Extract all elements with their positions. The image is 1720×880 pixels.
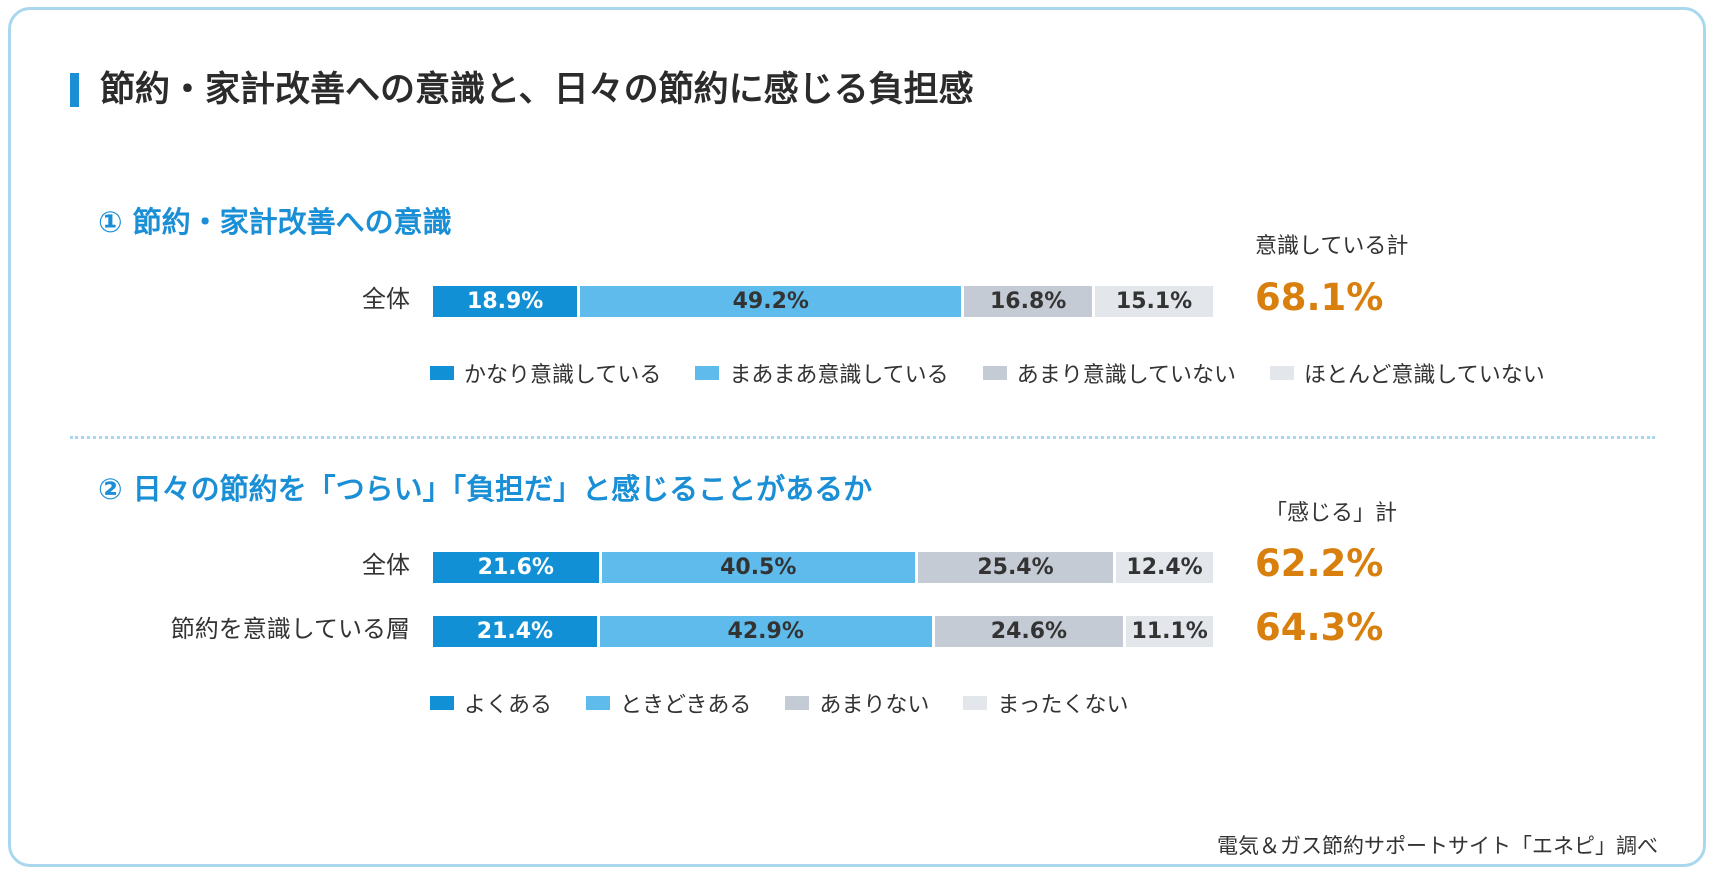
chart1-total-label: 意識している計 (1255, 234, 1409, 259)
legend-label: ほとんど意識していない (1304, 363, 1545, 388)
section-divider (70, 436, 1655, 439)
bar-segment: 24.6% (934, 616, 1127, 647)
bar-segment: 21.6% (433, 552, 602, 583)
legend-swatch (785, 696, 810, 710)
legend-label: かなり意識している (464, 363, 662, 388)
legend-item: ときどきある (586, 687, 751, 719)
legend-label: あまりない (819, 693, 930, 718)
chart2-bar-overall: 21.6% 40.5% 25.4% 12.4% (433, 552, 1213, 583)
chart2-total-value-conscious: 64.3% (1255, 606, 1384, 649)
legend-swatch (586, 696, 611, 710)
bar-segment: 40.5% (601, 552, 918, 583)
chart1-legend: かなり意識している まあまあ意識している あまり意識していない ほとんど意識していない (430, 357, 1545, 389)
legend-item: ほとんど意識していない (1270, 357, 1545, 389)
legend-swatch (982, 366, 1007, 380)
title-accent-bar (70, 73, 79, 107)
bar-segment: 25.4% (917, 552, 1117, 583)
legend-label: あまり意識していない (1016, 363, 1237, 388)
bar-segment: 18.9% (433, 286, 581, 317)
chart2-row-label-overall: 全体 (362, 551, 410, 579)
legend-label: よくある (464, 693, 553, 718)
bar-segment: 11.1% (1126, 616, 1213, 647)
chart2-title: ② 日々の節約を「つらい」「負担だ」と感じることがあるか (98, 472, 873, 506)
legend-swatch (695, 366, 720, 380)
chart2-bar-conscious: 21.4% 42.9% 24.6% 11.1% (433, 616, 1213, 647)
legend-item: あまりない (785, 687, 929, 719)
bar-segment: 42.9% (599, 616, 935, 647)
legend-label: ときどきある (620, 693, 752, 718)
chart2-row-label-conscious: 節約を意識している層 (170, 615, 410, 643)
chart1-bar: 18.9% 49.2% 16.8% 15.1% (433, 286, 1213, 317)
bar-segment: 16.8% (964, 286, 1096, 317)
chart1-total-value: 68.1% (1255, 276, 1384, 319)
legend-label: まったくない (997, 693, 1129, 718)
legend-swatch (430, 696, 454, 710)
legend-item: まったくない (963, 687, 1129, 719)
legend-item: かなり意識している (430, 357, 661, 389)
chart2-total-label: 「感じる」計 (1265, 501, 1398, 526)
bar-segment: 12.4% (1116, 552, 1213, 583)
legend-item: まあまあ意識している (695, 357, 949, 389)
bar-segment: 15.1% (1095, 286, 1213, 317)
chart2-total-value-overall: 62.2% (1255, 542, 1384, 585)
legend-item: よくある (430, 687, 552, 719)
legend-label: まあまあ意識している (729, 363, 949, 388)
bar-segment: 49.2% (580, 286, 965, 317)
chart2-legend: よくある ときどきある あまりない まったくない (430, 687, 1129, 719)
legend-swatch (963, 696, 988, 710)
chart1-title: ① 節約・家計改善への意識 (98, 205, 452, 239)
legend-swatch (430, 366, 454, 380)
legend-swatch (1270, 366, 1295, 380)
page-title: 節約・家計改善への意識と、日々の節約に感じる負担感 (100, 70, 974, 110)
chart1-row-label: 全体 (362, 285, 410, 313)
legend-item: あまり意識していない (982, 357, 1237, 389)
source-note: 電気＆ガス節約サポートサイト「エネピ」調べ (1217, 834, 1658, 858)
bar-segment: 21.4% (433, 616, 600, 647)
